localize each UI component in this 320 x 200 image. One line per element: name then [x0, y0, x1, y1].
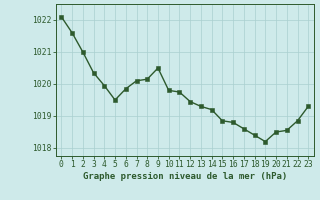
X-axis label: Graphe pression niveau de la mer (hPa): Graphe pression niveau de la mer (hPa) [83, 172, 287, 181]
